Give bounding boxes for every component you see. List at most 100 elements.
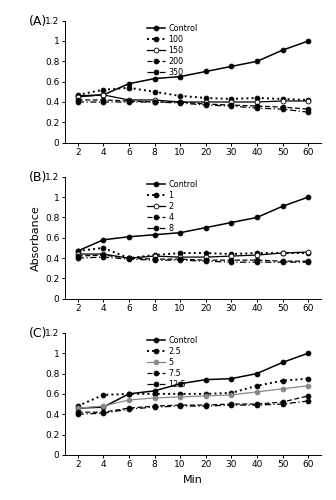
150 xyxy=(204,99,208,105)
150 xyxy=(153,97,157,103)
7.5 xyxy=(229,401,234,407)
Control xyxy=(178,230,182,235)
7.5 xyxy=(255,401,259,407)
150 xyxy=(178,99,182,105)
Line: 1: 1 xyxy=(75,246,310,260)
Text: (C): (C) xyxy=(29,327,47,340)
Line: Control: Control xyxy=(75,38,310,98)
100 xyxy=(306,97,310,103)
Line: 2: 2 xyxy=(75,250,310,260)
4 xyxy=(204,257,208,263)
200 xyxy=(306,106,310,112)
Control xyxy=(306,38,310,44)
8 xyxy=(127,256,131,262)
5 xyxy=(127,397,131,403)
200 xyxy=(127,98,131,104)
7.5 xyxy=(306,393,310,399)
Line: 4: 4 xyxy=(75,252,310,264)
150 xyxy=(76,94,80,100)
Y-axis label: Absorbance: Absorbance xyxy=(31,205,41,270)
Line: 5: 5 xyxy=(75,384,310,410)
Line: 2.5: 2.5 xyxy=(75,376,310,408)
Control xyxy=(255,214,259,220)
12.5 xyxy=(153,404,157,410)
Control xyxy=(281,360,285,366)
12.5 xyxy=(306,398,310,404)
150 xyxy=(255,99,259,105)
Control xyxy=(281,204,285,210)
5 xyxy=(204,393,208,399)
350 xyxy=(153,99,157,105)
X-axis label: Min: Min xyxy=(183,475,203,485)
100 xyxy=(76,92,80,98)
350 xyxy=(255,105,259,111)
8 xyxy=(76,255,80,261)
7.5 xyxy=(127,405,131,411)
2 xyxy=(281,250,285,256)
200 xyxy=(101,97,105,103)
150 xyxy=(127,97,131,103)
Line: 150: 150 xyxy=(75,92,310,104)
200 xyxy=(204,101,208,107)
5 xyxy=(229,392,234,398)
100 xyxy=(153,89,157,95)
8 xyxy=(306,259,310,265)
8 xyxy=(101,254,105,260)
2.5 xyxy=(281,378,285,384)
Line: 200: 200 xyxy=(75,98,310,112)
200 xyxy=(76,97,80,103)
Control xyxy=(101,404,105,410)
Control xyxy=(204,68,208,74)
100 xyxy=(281,96,285,102)
8 xyxy=(153,257,157,263)
Control xyxy=(255,58,259,64)
Line: 8: 8 xyxy=(75,254,310,264)
2.5 xyxy=(178,391,182,397)
Control xyxy=(255,370,259,376)
2.5 xyxy=(76,403,80,409)
12.5 xyxy=(204,403,208,409)
4 xyxy=(153,256,157,262)
Control xyxy=(178,380,182,386)
8 xyxy=(178,257,182,263)
Control xyxy=(153,388,157,394)
150 xyxy=(101,92,105,98)
Control xyxy=(204,224,208,230)
350 xyxy=(101,99,105,105)
2 xyxy=(255,252,259,258)
12.5 xyxy=(76,411,80,417)
Line: 7.5: 7.5 xyxy=(75,394,310,414)
12.5 xyxy=(178,403,182,409)
2 xyxy=(101,251,105,257)
1 xyxy=(101,245,105,251)
1 xyxy=(127,255,131,261)
2.5 xyxy=(229,390,234,396)
8 xyxy=(204,258,208,264)
200 xyxy=(178,99,182,105)
200 xyxy=(229,102,234,108)
Control xyxy=(127,80,131,86)
1 xyxy=(306,250,310,256)
Control xyxy=(229,64,234,70)
150 xyxy=(306,98,310,104)
Control xyxy=(178,74,182,80)
2.5 xyxy=(306,376,310,382)
5 xyxy=(101,403,105,409)
Control xyxy=(229,376,234,382)
200 xyxy=(153,99,157,105)
2 xyxy=(76,251,80,257)
1 xyxy=(178,250,182,256)
350 xyxy=(127,99,131,105)
2 xyxy=(204,254,208,260)
Line: Control: Control xyxy=(75,194,310,254)
1 xyxy=(229,251,234,257)
350 xyxy=(306,109,310,115)
12.5 xyxy=(101,410,105,416)
2 xyxy=(229,253,234,259)
Line: 350: 350 xyxy=(75,100,310,114)
Control xyxy=(76,405,80,411)
Text: (A): (A) xyxy=(29,14,47,28)
8 xyxy=(229,259,234,265)
2.5 xyxy=(101,392,105,398)
5 xyxy=(76,405,80,411)
